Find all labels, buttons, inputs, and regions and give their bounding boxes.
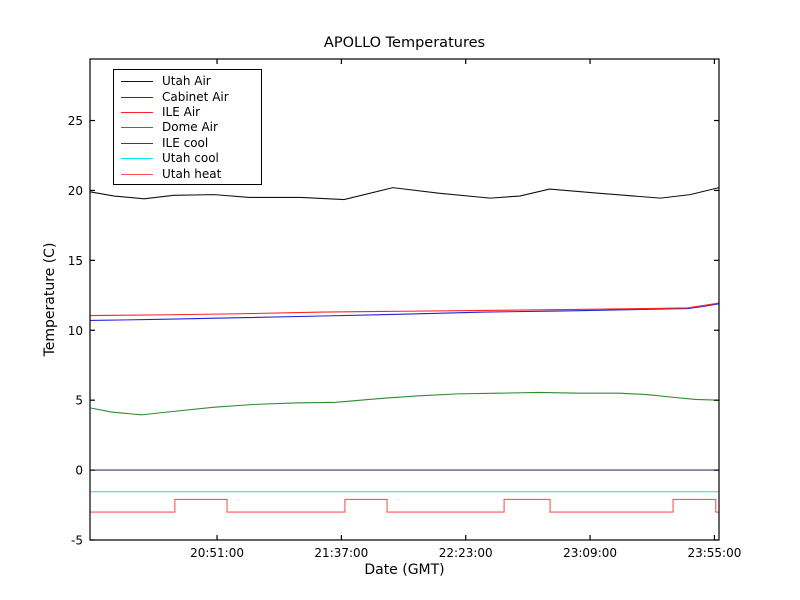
y-tick-label: -5 <box>71 534 83 548</box>
utah-heat-line-swatch <box>121 173 153 175</box>
y-tick-label: 20 <box>68 184 83 198</box>
x-tick-label: 22:23:00 <box>439 546 493 560</box>
legend-item-cabinet-air: Cabinet Air <box>114 89 261 104</box>
x-tick-label: 23:55:00 <box>687 546 741 560</box>
cabinet-air-line-swatch <box>121 96 153 98</box>
chart-title: APOLLO Temperatures <box>324 35 485 51</box>
legend-label: Cabinet Air <box>162 89 229 104</box>
ile-air-line-swatch <box>121 111 153 113</box>
legend-label: Utah Air <box>162 74 211 89</box>
utah-cool-line-swatch <box>121 158 153 160</box>
legend-label: ILE Air <box>162 104 201 119</box>
series-line-utah-heat <box>90 498 719 513</box>
y-tick-label: 10 <box>68 324 83 338</box>
y-tick-label: 25 <box>68 114 83 128</box>
y-tick-label: 15 <box>68 254 83 268</box>
legend-item-utah-air: Utah Air <box>114 74 261 89</box>
x-tick-label: 21:37:00 <box>314 546 368 560</box>
legend-label: Dome Air <box>162 120 218 135</box>
series-line-dome-air <box>89 391 720 416</box>
legend-label: ILE cool <box>162 135 209 150</box>
y-axis-label: Temperature (C) <box>42 243 58 358</box>
legend-label: Utah heat <box>162 166 222 181</box>
y-tick-label: 0 <box>75 464 83 478</box>
legend-item-dome-air: Dome Air <box>114 120 261 135</box>
y-tick-label: 5 <box>75 394 83 408</box>
legend-item-ile-cool: ILE cool <box>114 136 261 151</box>
x-tick-label: 20:51:00 <box>190 546 244 560</box>
series-line-ile-air <box>89 302 720 317</box>
plot-generated-content: 20:51:00 21:37:00 22:23:00 23:09:00 23:55:00… <box>68 58 741 560</box>
series-line-cabinet-air <box>89 303 720 322</box>
x-tick-label: 23:09:00 <box>563 546 617 560</box>
legend-item-utah-cool: Utah cool <box>114 151 261 166</box>
legend-label: Utah cool <box>162 151 219 166</box>
legend-item-ile-air: ILE Air <box>114 105 261 120</box>
ile-cool-line-swatch <box>121 142 153 144</box>
utah-air-line-swatch <box>121 81 153 83</box>
series-line-utah-air <box>89 187 720 201</box>
legend-item-utah-heat: Utah heat <box>114 166 261 181</box>
x-axis-label: Date (GMT) <box>364 562 444 578</box>
axes-frame <box>89 58 720 541</box>
legend-box: Utah Air Cabinet Air ILE Air Dome Air IL… <box>113 69 262 185</box>
dome-air-line-swatch <box>121 127 153 129</box>
